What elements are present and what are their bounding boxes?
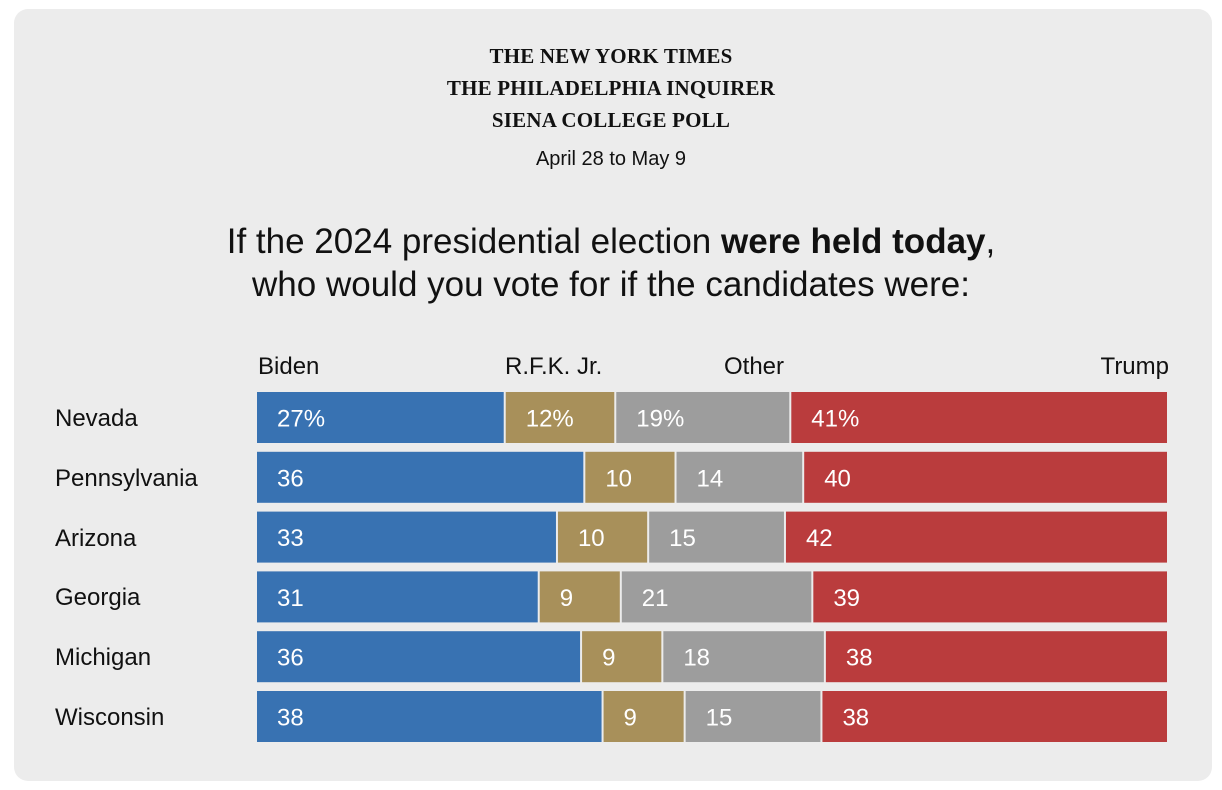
legend-biden: Biden: [258, 353, 320, 380]
bar-value-wisconsin-0: 38: [277, 705, 304, 732]
legend-trump: Trump: [1100, 353, 1169, 380]
bar-georgia-2: [621, 571, 812, 623]
row-label-michigan: Michigan: [55, 644, 152, 672]
bar-value-michigan-0: 36: [277, 645, 304, 672]
row-label-nevada: Nevada: [55, 405, 138, 432]
source-line-1: THE NEW YORK TIMES: [489, 44, 733, 68]
question-line2: who would you vote for if the candidates…: [252, 265, 970, 304]
row-label-pennsylvania: Pennsylvania: [55, 464, 198, 492]
bar-value-arizona-2: 15: [669, 525, 696, 552]
bar-michigan-2: [663, 631, 824, 683]
bar-value-pennsylvania-3: 40: [824, 465, 851, 492]
bar-nevada-1: [505, 392, 615, 443]
bar-nevada-3: [791, 392, 1167, 443]
source-line-2: THE PHILADELPHIA INQUIRER: [446, 76, 776, 100]
bar-wisconsin-1: [603, 691, 684, 742]
bar-nevada-0: [257, 392, 504, 443]
row-label-arizona: Arizona: [55, 524, 137, 552]
bar-value-wisconsin-2: 15: [706, 705, 733, 732]
question-headline: If the 2024 presidential election were h…: [0, 220, 1222, 306]
bar-pennsylvania-1: [585, 451, 675, 503]
bar-value-michigan-1: 9: [602, 645, 615, 672]
bar-value-arizona-1: 10: [578, 525, 605, 552]
bar-michigan-3: [825, 631, 1167, 683]
bar-value-arizona-0: 33: [277, 525, 304, 552]
row-label-wisconsin: Wisconsin: [55, 704, 165, 731]
bar-value-nevada-2: 19%: [636, 406, 684, 433]
bar-wisconsin-0: [257, 691, 602, 742]
legend-rfk: R.F.K. Jr.: [505, 353, 603, 380]
bar-value-nevada-1: 12%: [526, 406, 574, 433]
bar-pennsylvania-3: [804, 451, 1167, 503]
bar-value-wisconsin-3: 38: [842, 705, 869, 732]
bar-value-michigan-2: 18: [683, 645, 710, 672]
bar-wisconsin-2: [685, 691, 821, 742]
bar-value-pennsylvania-1: 10: [605, 465, 632, 492]
bar-georgia-1: [539, 571, 620, 623]
bar-value-nevada-0: 27%: [277, 406, 325, 433]
bar-arizona-0: [257, 511, 556, 563]
question-bold: were held today: [720, 222, 986, 261]
bar-arizona-1: [557, 511, 648, 563]
bar-value-georgia-1: 9: [560, 585, 573, 612]
bar-nevada-2: [616, 392, 790, 443]
source-line-3: SIENA COLLEGE POLL: [491, 108, 731, 132]
bar-arizona-3: [785, 511, 1167, 563]
bar-value-georgia-2: 21: [642, 585, 669, 612]
bar-value-pennsylvania-2: 14: [697, 465, 724, 492]
bar-georgia-0: [257, 571, 538, 623]
bar-value-arizona-3: 42: [806, 525, 833, 552]
question-part2: ,: [985, 222, 996, 261]
bar-value-georgia-3: 39: [833, 585, 860, 612]
bar-pennsylvania-2: [676, 451, 803, 503]
question-part1: If the 2024 presidential election: [226, 222, 721, 261]
bar-michigan-0: [257, 631, 581, 683]
bar-arizona-2: [649, 511, 784, 563]
poll-date-range: April 28 to May 9: [535, 148, 687, 170]
bar-pennsylvania-0: [257, 451, 584, 503]
bar-value-wisconsin-1: 9: [624, 705, 637, 732]
bar-value-georgia-0: 31: [277, 585, 304, 612]
legend-other: Other: [724, 353, 785, 380]
bar-georgia-3: [813, 571, 1167, 623]
bar-value-nevada-3: 41%: [811, 406, 859, 433]
bar-value-pennsylvania-0: 36: [277, 465, 304, 492]
row-label-georgia: Georgia: [55, 584, 141, 612]
bar-value-michigan-3: 38: [846, 645, 873, 672]
bar-michigan-1: [582, 631, 662, 683]
bar-wisconsin-3: [822, 691, 1167, 742]
